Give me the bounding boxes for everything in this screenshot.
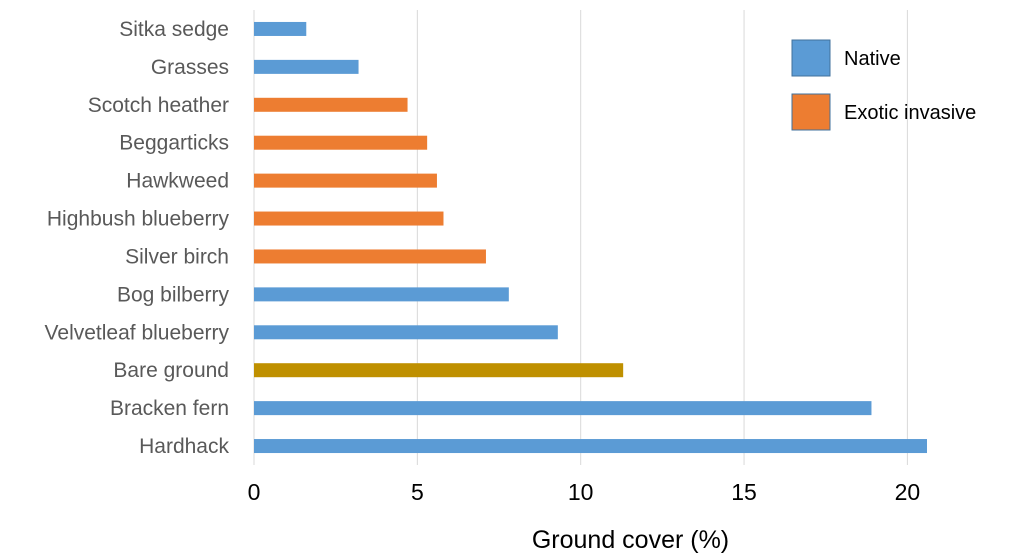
- legend-label: Exotic invasive: [844, 102, 976, 124]
- category-label: Hawkweed: [126, 170, 229, 193]
- category-label: Bracken fern: [110, 397, 229, 420]
- legend: Native Exotic invasive: [791, 39, 976, 131]
- bar: [254, 135, 428, 150]
- x-tick-label: 20: [895, 479, 921, 505]
- bar: [254, 59, 359, 74]
- category-label: Hardhack: [139, 435, 229, 458]
- x-tick-labels: 0 5 10 15 20: [248, 479, 921, 505]
- bar: [254, 325, 558, 340]
- category-label: Bare ground: [113, 359, 229, 382]
- category-label: Grasses: [151, 56, 229, 79]
- bar: [254, 439, 927, 454]
- category-label: Highbush blueberry: [47, 208, 230, 231]
- x-tick-label: 0: [248, 479, 261, 505]
- bar: [254, 21, 307, 36]
- category-labels: Sitka sedge Grasses Scotch heather Beggarti…: [45, 18, 230, 458]
- bar: [254, 97, 408, 112]
- bar: [254, 249, 486, 264]
- grid-lines: [253, 10, 908, 465]
- category-label: Bog bilberry: [117, 283, 230, 306]
- bar: [254, 211, 444, 226]
- x-tick-label: 10: [568, 479, 594, 505]
- category-label: Velvetleaf blueberry: [45, 321, 230, 344]
- category-label: Beggarticks: [119, 132, 229, 155]
- legend-swatch: [791, 39, 831, 77]
- category-label: Sitka sedge: [119, 18, 229, 41]
- bar: [254, 401, 872, 416]
- x-axis-title: Ground cover (%): [532, 526, 729, 554]
- category-label: Silver birch: [125, 245, 229, 268]
- bars: [254, 21, 927, 454]
- legend-swatch: [791, 93, 831, 131]
- x-tick-label: 15: [731, 479, 757, 505]
- category-label: Scotch heather: [88, 94, 229, 117]
- legend-label: Native: [844, 48, 901, 70]
- bar: [254, 287, 509, 302]
- bar: [254, 363, 624, 378]
- x-tick-label: 5: [411, 479, 424, 505]
- bar: [254, 173, 437, 188]
